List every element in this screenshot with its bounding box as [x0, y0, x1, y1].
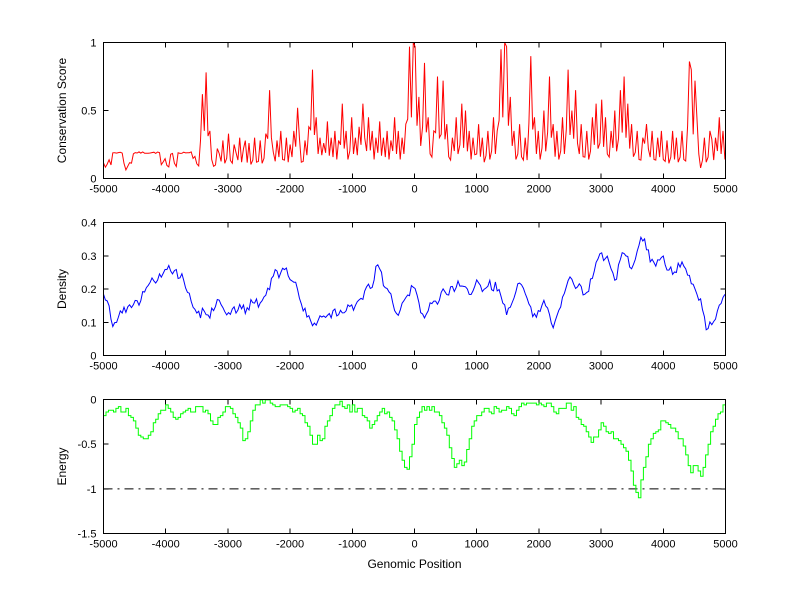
y-tick-label: -1.5 [78, 529, 97, 541]
y-tick-label: 0 [90, 174, 96, 186]
subplot-energy: -5000 -4000 -3000 -2000 -1000 0 1000 2000 3000 40… [55, 395, 738, 572]
y-tick-label: 0.2 [81, 284, 96, 296]
energy-series-line [103, 399, 726, 499]
tick-marks [103, 399, 726, 534]
x-tick-label: -1000 [338, 539, 366, 551]
x-tick-label: -4000 [152, 184, 180, 196]
y-tick-label: 0.1 [81, 317, 96, 329]
density-series-line [103, 235, 726, 331]
y-tick-label: 0.3 [81, 251, 96, 263]
x-tick-label: -3000 [214, 184, 242, 196]
axes-box [103, 42, 726, 179]
x-tick-label: 1000 [464, 184, 488, 196]
x-tick-label: -1000 [338, 184, 366, 196]
conservation-series-line [103, 42, 726, 172]
x-tick-label: -1000 [338, 361, 366, 373]
subplot-conservation: -5000 -4000 -3000 -2000 -1000 0 1000 2000 3000 40… [55, 38, 738, 196]
y-tick-label: 0.5 [81, 106, 96, 118]
y-tick-label: 1 [90, 38, 96, 50]
axes-box [103, 222, 726, 356]
x-tick-label: -5000 [89, 184, 117, 196]
x-tick-label: 0 [411, 361, 417, 373]
x-tick-label: 4000 [651, 539, 675, 551]
x-tick-label: -2000 [276, 361, 304, 373]
x-tick-label: 0 [411, 184, 417, 196]
x-tick-label: 5000 [713, 184, 737, 196]
y-axis-label-energy: Energy [55, 447, 69, 485]
y-tick-label: -0.5 [78, 439, 97, 451]
x-tick-label: 3000 [589, 361, 613, 373]
x-tick-label: 5000 [713, 361, 737, 373]
x-tick-label: -4000 [152, 361, 180, 373]
x-tick-label: -3000 [214, 539, 242, 551]
x-tick-label: 3000 [589, 539, 613, 551]
x-tick-label: -2000 [276, 184, 304, 196]
x-tick-label: 2000 [527, 361, 551, 373]
y-tick-label: 0 [90, 395, 96, 407]
x-axis-label: Genomic Position [367, 557, 461, 571]
x-tick-label: -2000 [276, 539, 304, 551]
y-tick-label: -1 [87, 484, 97, 496]
x-tick-label: -5000 [89, 361, 117, 373]
x-tick-label: 3000 [589, 184, 613, 196]
x-tick-label: 2000 [527, 184, 551, 196]
axes-box [103, 399, 726, 534]
x-tick-label: 4000 [651, 184, 675, 196]
x-tick-label: 2000 [527, 539, 551, 551]
y-tick-label: 0 [90, 351, 96, 363]
tick-marks [103, 42, 726, 179]
x-tick-label: -5000 [89, 539, 117, 551]
x-tick-label: 1000 [464, 539, 488, 551]
x-tick-label: 5000 [713, 539, 737, 551]
y-axis-label-density: Density [55, 269, 69, 309]
x-tick-label: 4000 [651, 361, 675, 373]
y-tick-label: 0.4 [81, 218, 96, 230]
tick-marks [103, 222, 726, 356]
x-tick-label: 1000 [464, 361, 488, 373]
x-tick-label: -4000 [152, 539, 180, 551]
x-tick-label: 0 [411, 539, 417, 551]
x-tick-label: -3000 [214, 361, 242, 373]
subplot-density: -5000 -4000 -3000 -2000 -1000 0 1000 2000 3000 40… [55, 218, 738, 373]
y-axis-label-conservation: Conservation Score [55, 57, 69, 163]
